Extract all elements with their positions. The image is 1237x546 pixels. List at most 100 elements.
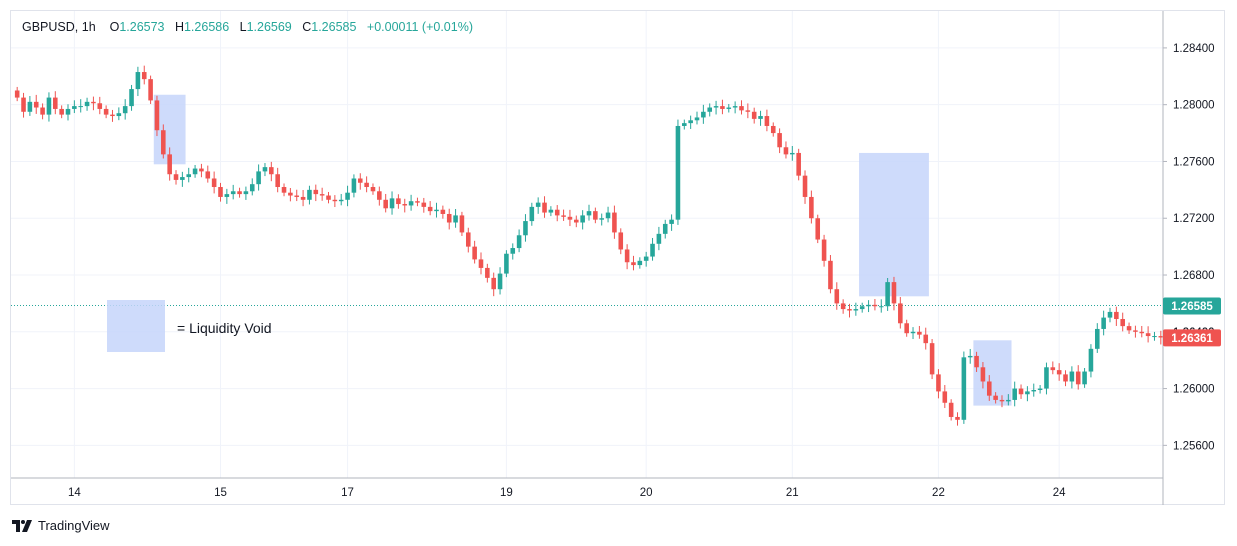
candle-body: [828, 260, 833, 290]
symbol-name[interactable]: GBPUSD: [22, 20, 75, 34]
candle: [116, 107, 122, 121]
candle-body: [999, 399, 1005, 402]
candle-body: [802, 175, 808, 197]
candle: [688, 115, 693, 129]
chart-frame[interactable]: [10, 10, 1225, 505]
candle-body: [923, 334, 929, 344]
candle: [370, 183, 376, 195]
candle: [1107, 307, 1113, 323]
candle: [465, 227, 471, 253]
candle: [326, 191, 331, 204]
candle-body: [624, 249, 630, 263]
price-axis[interactable]: 1.284001.280001.276001.272001.268001.264…: [1162, 11, 1221, 505]
candle-body: [554, 209, 560, 216]
candle: [904, 319, 909, 337]
candle-body: [739, 106, 744, 111]
tradingview-brand[interactable]: TradingView: [12, 518, 110, 533]
candle-body: [21, 97, 26, 112]
candle: [675, 119, 681, 225]
candle: [955, 412, 960, 426]
candle-body: [631, 262, 636, 266]
candle-body: [199, 168, 204, 172]
candle-body: [574, 219, 579, 223]
candle-body: [777, 133, 782, 148]
candle-body: [141, 72, 147, 80]
candle: [40, 103, 45, 120]
candle: [504, 250, 509, 278]
candle-body: [288, 192, 293, 196]
interval[interactable]: 1h: [81, 20, 96, 34]
candle: [815, 214, 821, 244]
open-value: 1.26573: [119, 20, 165, 34]
time-axis[interactable]: 14 15 17 19 20 21 22 24: [11, 477, 1163, 499]
candle: [84, 97, 90, 111]
candle: [294, 189, 300, 202]
candle: [828, 255, 833, 294]
y-tick-label: 1.26000: [1173, 384, 1215, 396]
candle-body: [224, 194, 230, 197]
candle-body: [656, 233, 662, 244]
candle-body: [561, 215, 566, 217]
candle: [548, 206, 554, 217]
candle: [389, 191, 395, 215]
candle-body: [878, 306, 884, 308]
candle-body: [33, 101, 39, 108]
candle: [1069, 366, 1075, 389]
candle: [967, 348, 973, 364]
candle-body: [783, 147, 789, 155]
candle-body: [205, 171, 211, 179]
candle: [141, 65, 147, 85]
candle: [561, 209, 566, 221]
candle: [205, 165, 211, 183]
candle: [269, 161, 274, 182]
x-tick-label: 14: [68, 487, 81, 499]
candle-body: [300, 196, 306, 200]
candle-body: [313, 189, 319, 195]
candle-body: [1031, 389, 1037, 392]
candle-body: [357, 178, 363, 183]
candle-body: [1037, 388, 1043, 390]
candle-body: [637, 260, 643, 266]
candle: [624, 244, 630, 270]
candle-body: [1056, 370, 1062, 375]
candle: [961, 351, 967, 424]
candle: [834, 282, 840, 310]
candle-body: [478, 259, 484, 268]
y-tick-label: 1.28000: [1173, 100, 1215, 112]
candle: [554, 205, 560, 222]
candle-body: [408, 201, 414, 206]
candle: [1088, 344, 1094, 378]
x-tick-label: 20: [640, 487, 653, 499]
candle-body: [465, 232, 471, 247]
candle: [917, 325, 922, 339]
candle: [1050, 361, 1056, 375]
candle: [593, 207, 598, 224]
candle-body: [294, 195, 300, 197]
candle-body: [14, 90, 20, 98]
candle: [161, 124, 166, 159]
x-tick-label: 24: [1053, 487, 1066, 499]
y-tick-label: 1.25600: [1173, 440, 1215, 452]
candle-body: [910, 331, 916, 334]
candle-body: [281, 187, 287, 193]
liquidity-void-zone: [859, 152, 929, 297]
candle: [421, 197, 427, 213]
candle-body: [78, 106, 83, 108]
candle: [288, 188, 293, 202]
candle: [694, 111, 700, 125]
candle-body: [421, 202, 427, 207]
candle-body: [790, 152, 795, 155]
candle-body: [815, 218, 821, 240]
candle-body: [866, 304, 871, 307]
price-tag: [1163, 297, 1221, 315]
candle: [1018, 384, 1024, 399]
candle: [249, 178, 255, 196]
candle: [993, 392, 998, 404]
candle-body: [707, 107, 713, 112]
candle: [53, 91, 58, 115]
candle-body: [186, 174, 192, 178]
candle-body: [1126, 326, 1132, 331]
candle: [1133, 325, 1138, 338]
liquidity-void-zone: [973, 340, 1012, 406]
